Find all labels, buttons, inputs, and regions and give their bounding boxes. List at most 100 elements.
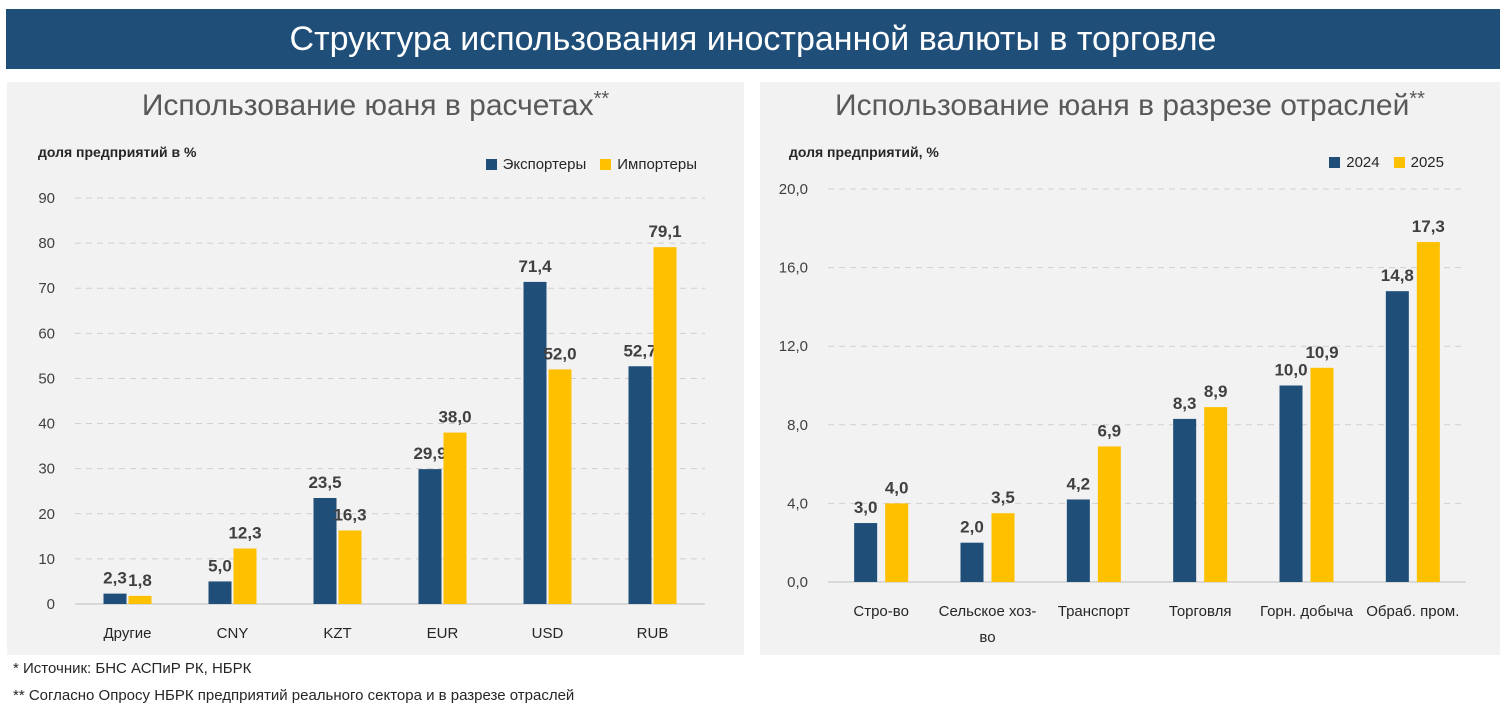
y-tick-label: 90: [38, 190, 55, 207]
chart-legend: 2024 2025: [1329, 154, 1444, 171]
data-label: 10,0: [1274, 361, 1307, 380]
data-label: 52,0: [543, 344, 576, 363]
chart-industries-plot: 0,0 4,0 8,0 12,0 16,0 20,0 3,0 4,0 Стро-во 2,0 3,5…: [779, 181, 1466, 646]
y-tick-label: 60: [38, 325, 55, 342]
x-category-label: Сельское хоз-: [939, 603, 1037, 620]
page-title: Структура использования иностранной валю…: [6, 9, 1500, 69]
legend-item-2025: 2025: [1393, 154, 1444, 171]
legend-item-exporters: Экспортеры: [485, 156, 587, 173]
data-label: 12,3: [228, 524, 261, 543]
chart-legend: Экспортеры Импортеры: [485, 156, 697, 173]
y-tick-label: 40: [38, 416, 55, 433]
data-label: 8,9: [1204, 382, 1228, 401]
bar: [1310, 367, 1334, 582]
footnote-source: * Источник: БНС АСПиР РК, НБРК: [13, 660, 252, 677]
data-label: 2,0: [960, 518, 984, 537]
y-axis-unit-label: доля предприятий, %: [789, 144, 939, 160]
legend-item-importers: Импортеры: [600, 156, 697, 173]
bar: [338, 530, 362, 604]
y-tick-label: 50: [38, 370, 55, 387]
x-category-label: KZT: [323, 625, 351, 642]
data-label: 29,9: [413, 444, 446, 463]
bar: [653, 247, 677, 604]
bar: [443, 432, 467, 604]
x-category-label: EUR: [427, 625, 459, 642]
bar: [208, 581, 232, 604]
data-label: 14,8: [1381, 266, 1414, 285]
bar: [548, 369, 572, 604]
data-label: 4,2: [1067, 474, 1091, 493]
x-category-label: во: [979, 629, 995, 646]
x-category-label: Другие: [103, 625, 151, 642]
data-label: 1,8: [128, 571, 152, 590]
x-category-label: RUB: [637, 625, 669, 642]
chart-title-mark: **: [593, 88, 610, 110]
data-label: 8,3: [1173, 394, 1197, 413]
data-label: 6,9: [1098, 421, 1122, 440]
bar: [628, 366, 652, 604]
x-category-label: Горн. добыча: [1260, 603, 1354, 620]
bar: [233, 548, 257, 604]
y-tick-label: 4,0: [787, 495, 808, 512]
chart-title: Использование юаня в расчетах**: [7, 88, 744, 123]
x-category-label: Транспорт: [1058, 603, 1130, 620]
data-label: 71,4: [518, 257, 552, 276]
x-category-label: USD: [532, 625, 564, 642]
y-tick-label: 16,0: [779, 260, 808, 277]
bar: [1097, 446, 1121, 582]
x-category-label: Торговля: [1169, 603, 1232, 620]
y-tick-label: 12,0: [779, 338, 808, 355]
data-label: 23,5: [308, 473, 341, 492]
y-tick-label: 10: [38, 551, 55, 568]
legend-swatch-exporters: [485, 159, 497, 170]
y-tick-label: 70: [38, 280, 55, 297]
x-category-label: Стро-во: [853, 603, 909, 620]
legend-label-2024: 2024: [1346, 154, 1380, 171]
bar: [1385, 291, 1409, 582]
y-axis-unit-label: доля предприятий в %: [38, 144, 197, 160]
bar: [103, 593, 127, 604]
y-tick-label: 0: [47, 596, 55, 613]
data-label: 38,0: [438, 408, 471, 427]
y-tick-label: 80: [38, 235, 55, 252]
bar: [523, 281, 547, 604]
y-tick-label: 8,0: [787, 417, 808, 434]
bar: [1066, 499, 1090, 582]
chart-settlements-plot: 0 10 20 30 40 50 60 70 80 90 2,3 1,8 Другие 5,0 12,3 CN…: [38, 190, 705, 642]
bar: [885, 503, 909, 582]
y-tick-label: 20,0: [779, 181, 808, 198]
legend-swatch-2024: [1329, 157, 1341, 168]
bar: [991, 513, 1015, 582]
y-tick-label: 20: [38, 506, 55, 523]
legend-label-2025: 2025: [1410, 154, 1444, 171]
x-category-label: Обраб. пром.: [1366, 603, 1459, 620]
data-label: 17,3: [1412, 217, 1445, 236]
data-label: 5,0: [208, 556, 232, 575]
bar: [960, 542, 984, 582]
bar: [854, 523, 878, 582]
bar: [418, 469, 442, 604]
legend-swatch-2025: [1393, 157, 1405, 168]
legend-label-importers: Импортеры: [617, 156, 697, 173]
data-label: 2,3: [103, 569, 127, 588]
data-label: 52,7: [623, 341, 656, 360]
y-tick-label: 0,0: [787, 574, 808, 591]
bar: [128, 595, 152, 604]
data-label: 10,9: [1305, 343, 1338, 362]
x-category-label: CNY: [217, 625, 249, 642]
chart-title-mark: **: [1409, 88, 1425, 110]
chart-panel-industries: Использование юаня в разрезе отраслей** …: [760, 82, 1500, 655]
chart-title-text: Использование юаня в расчетах: [141, 89, 594, 122]
chart-title-text: Использование юаня в разрезе отраслей: [835, 89, 1410, 122]
chart-panel-settlements: Использование юаня в расчетах** доля пре…: [7, 82, 744, 655]
footnote-survey: ** Согласно Опросу НБРК предприятий реал…: [13, 687, 575, 704]
bar: [1204, 407, 1228, 582]
y-tick-label: 30: [38, 461, 55, 478]
bar: [1173, 418, 1197, 582]
legend-item-2024: 2024: [1329, 154, 1380, 171]
legend-label-exporters: Экспортеры: [502, 156, 587, 173]
bar: [1416, 242, 1440, 582]
data-label: 3,5: [991, 488, 1015, 507]
chart-title: Использование юаня в разрезе отраслей**: [760, 88, 1500, 123]
bar: [313, 497, 337, 604]
